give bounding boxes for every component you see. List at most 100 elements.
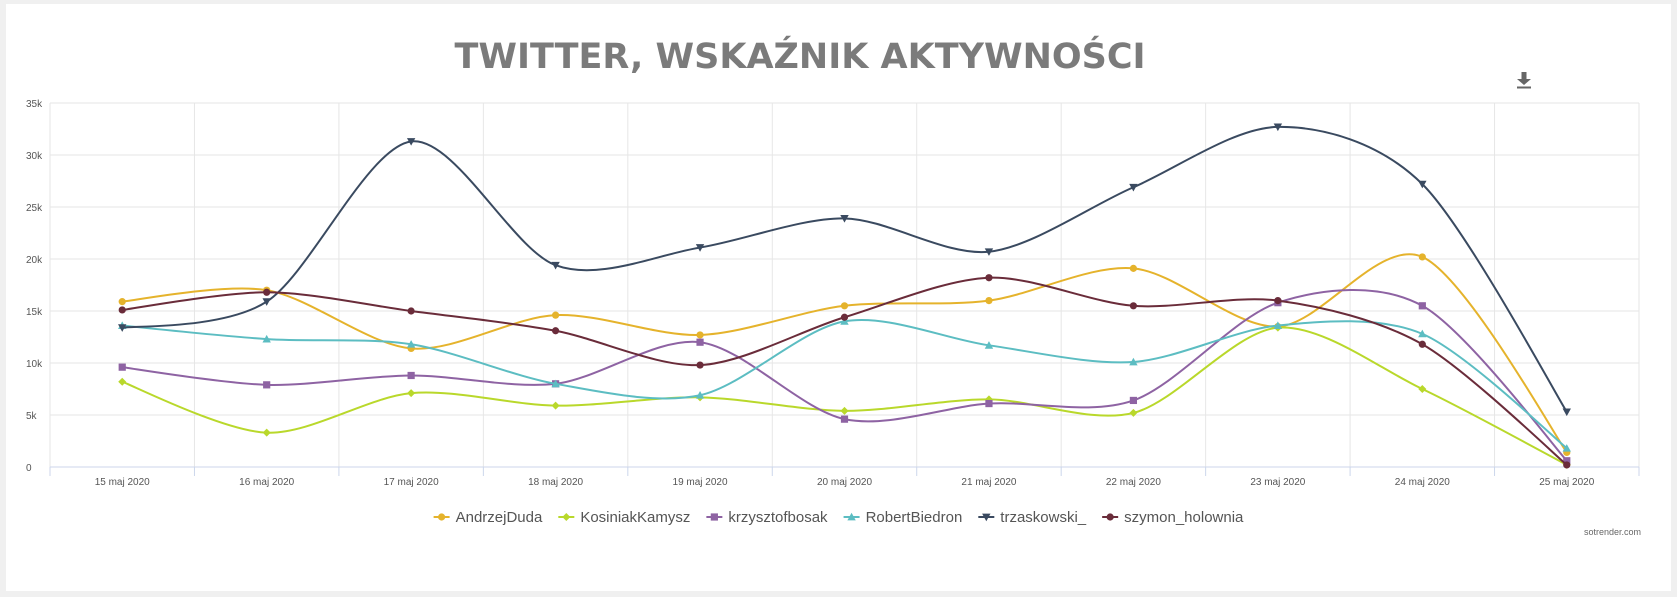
data-point[interactable] bbox=[1418, 329, 1427, 338]
data-point[interactable] bbox=[1129, 183, 1138, 192]
axes: 0 5k 10k 15k 20k 25k 30k 35k 15 maj 2020 16 maj 2… bbox=[26, 99, 1640, 488]
data-point[interactable] bbox=[840, 215, 849, 223]
data-point[interactable] bbox=[263, 288, 271, 296]
data-point[interactable] bbox=[1562, 408, 1571, 417]
legend-label: RobertBiedron bbox=[866, 509, 963, 526]
data-point[interactable] bbox=[1129, 264, 1138, 272]
data-point[interactable] bbox=[1129, 408, 1138, 417]
data-point[interactable] bbox=[840, 313, 849, 321]
data-point[interactable] bbox=[118, 377, 127, 386]
legend-label: krzysztofbosak bbox=[728, 509, 828, 526]
y-tick-label: 5k bbox=[26, 411, 38, 422]
data-point[interactable] bbox=[840, 406, 849, 415]
data-point[interactable] bbox=[262, 334, 271, 343]
data-point[interactable] bbox=[696, 331, 704, 339]
data-point[interactable] bbox=[1273, 123, 1283, 132]
data-point[interactable] bbox=[1129, 396, 1138, 405]
legend: AndrzejDuda KosiniakKamysz krzysztofbosak R… bbox=[433, 509, 1244, 526]
data-point[interactable] bbox=[985, 399, 993, 408]
y-tick-label: 15k bbox=[26, 307, 43, 318]
y-tick-label: 0 bbox=[26, 463, 32, 474]
data-point[interactable] bbox=[1563, 461, 1571, 469]
data-point[interactable] bbox=[118, 363, 126, 371]
data-point[interactable] bbox=[118, 324, 127, 332]
data-point[interactable] bbox=[407, 307, 415, 315]
series-group bbox=[118, 123, 1571, 469]
y-tick-label: 35k bbox=[26, 99, 43, 110]
legend-marker[interactable] bbox=[562, 513, 571, 521]
data-point[interactable] bbox=[1418, 180, 1427, 189]
data-point[interactable] bbox=[551, 327, 560, 335]
chart-card: TWITTER, WSKAŹNIK AKTYWNOŚCI 0 5k 10k 15k 20… bbox=[6, 4, 1671, 591]
legend-item[interactable]: trzaskowski_ bbox=[978, 509, 1087, 526]
data-point[interactable] bbox=[1418, 385, 1427, 393]
data-point[interactable] bbox=[696, 338, 704, 346]
x-tick-label: 24 maj 2020 bbox=[1395, 477, 1450, 488]
data-point[interactable] bbox=[985, 274, 993, 282]
legend-label: trzaskowski_ bbox=[1000, 509, 1087, 526]
data-point[interactable] bbox=[1418, 253, 1426, 261]
legend-item[interactable]: krzysztofbosak bbox=[706, 509, 828, 526]
data-point[interactable] bbox=[1562, 444, 1571, 452]
data-point[interactable] bbox=[1129, 357, 1138, 366]
data-point[interactable] bbox=[984, 341, 994, 349]
data-point[interactable] bbox=[1418, 302, 1426, 310]
data-point[interactable] bbox=[1274, 297, 1282, 305]
data-point[interactable] bbox=[695, 244, 705, 252]
data-point[interactable] bbox=[840, 415, 849, 423]
data-point[interactable] bbox=[263, 381, 271, 389]
x-tick-label: 23 maj 2020 bbox=[1250, 477, 1305, 488]
download-icon[interactable] bbox=[1514, 70, 1534, 90]
data-point[interactable] bbox=[1273, 321, 1283, 329]
legend-item[interactable]: szymon_holownia bbox=[1102, 509, 1244, 526]
y-tick-label: 25k bbox=[26, 203, 43, 214]
data-point[interactable] bbox=[1129, 302, 1138, 310]
data-point[interactable] bbox=[695, 391, 705, 399]
data-point[interactable] bbox=[551, 311, 560, 319]
series-line bbox=[122, 253, 1568, 454]
data-point[interactable] bbox=[984, 248, 994, 256]
data-point[interactable] bbox=[407, 371, 415, 380]
legend-label: KosiniakKamysz bbox=[580, 509, 690, 526]
x-tick-label: 15 maj 2020 bbox=[95, 477, 150, 488]
data-point[interactable] bbox=[262, 298, 271, 306]
series-KosiniakKamysz bbox=[118, 323, 1571, 469]
line-chart: TWITTER, WSKAŹNIK AKTYWNOŚCI 0 5k 10k 15k 20… bbox=[26, 35, 1641, 537]
data-point[interactable] bbox=[551, 379, 560, 388]
data-point[interactable] bbox=[406, 340, 416, 348]
legend-marker[interactable] bbox=[982, 513, 991, 522]
legend-item[interactable]: AndrzejDuda bbox=[433, 509, 543, 526]
legend-item[interactable]: KosiniakKamysz bbox=[558, 509, 690, 526]
x-tick-label: 16 maj 2020 bbox=[239, 477, 294, 488]
data-point[interactable] bbox=[551, 401, 560, 410]
legend-marker[interactable] bbox=[710, 513, 718, 521]
data-point[interactable] bbox=[406, 138, 416, 146]
data-point[interactable] bbox=[551, 261, 560, 270]
data-point[interactable] bbox=[840, 302, 849, 310]
data-point[interactable] bbox=[1563, 457, 1571, 465]
legend-marker[interactable] bbox=[438, 513, 446, 521]
legend-marker[interactable] bbox=[1106, 513, 1114, 521]
y-tick-label: 20k bbox=[26, 255, 43, 266]
legend-label: szymon_holownia bbox=[1124, 509, 1244, 526]
series-AndrzejDuda bbox=[118, 253, 1571, 457]
x-tick-label: 20 maj 2020 bbox=[817, 477, 872, 488]
x-tick-label: 21 maj 2020 bbox=[961, 477, 1016, 488]
legend-item[interactable]: RobertBiedron bbox=[843, 509, 963, 526]
x-tick-label: 17 maj 2020 bbox=[384, 477, 439, 488]
data-point[interactable] bbox=[985, 297, 993, 305]
x-tick-label: 19 maj 2020 bbox=[673, 477, 728, 488]
data-point[interactable] bbox=[1418, 340, 1426, 348]
series-RobertBiedron bbox=[118, 317, 1571, 452]
x-tick-label: 22 maj 2020 bbox=[1106, 477, 1161, 488]
data-point[interactable] bbox=[262, 428, 271, 437]
data-point[interactable] bbox=[118, 298, 126, 306]
y-tick-label: 10k bbox=[26, 359, 43, 370]
data-point[interactable] bbox=[696, 361, 704, 369]
data-point[interactable] bbox=[407, 389, 416, 398]
data-point[interactable] bbox=[118, 306, 126, 314]
series-trzaskowski_ bbox=[118, 123, 1571, 417]
data-point[interactable] bbox=[840, 317, 849, 325]
legend-marker[interactable] bbox=[847, 512, 856, 521]
x-tick-label: 18 maj 2020 bbox=[528, 477, 583, 488]
